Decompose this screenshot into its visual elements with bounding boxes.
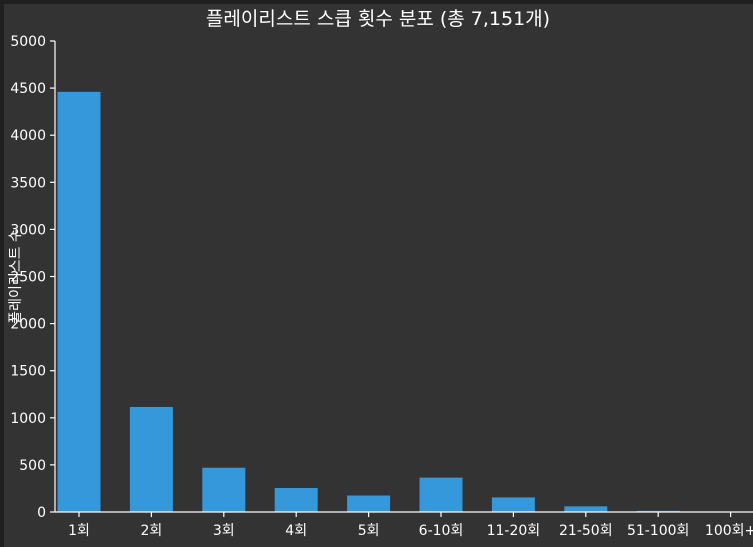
bar-1	[57, 91, 101, 513]
bar-chart: 플레이리스트 스큽 횟수 분포 (총 7,151개) 플레이리스트 수 0 500…	[8, 8, 753, 539]
x-tick-label: 5회	[358, 523, 380, 539]
x-tick-label: 3회	[213, 523, 235, 539]
y-axis-ticks: 0 500 1000 1500 2000 2500 3000 3500 4000 4500 5000	[10, 34, 55, 521]
bar-7	[491, 497, 535, 512]
x-tick-label: 4회	[285, 523, 307, 539]
y-tick-label: 5000	[10, 34, 46, 50]
x-tick-label: 51-100회	[627, 523, 689, 539]
bars-group	[57, 91, 753, 513]
x-tick-label: 1회	[68, 523, 90, 539]
y-tick-label: 500	[19, 458, 46, 474]
y-axis-label: 플레이리스트 수	[8, 229, 24, 324]
y-tick-label: 1500	[10, 364, 46, 380]
x-axis-ticks: 1회 2회 3회 4회 5회 6-10회 11-20회 21-50회 51-100회 100회+	[68, 512, 753, 539]
bar-8	[564, 506, 608, 512]
y-tick-label: 4000	[10, 128, 46, 144]
y-tick-label: 0	[37, 505, 46, 521]
bar-5	[347, 495, 391, 512]
chart-area: 플레이리스트 스큽 횟수 분포 (총 7,151개) 플레이리스트 수 0 500…	[4, 4, 753, 547]
y-tick-label: 2000	[10, 317, 46, 333]
y-tick-label: 3000	[10, 222, 46, 238]
chart-title: 플레이리스트 스큽 횟수 분포 (총 7,151개)	[206, 8, 550, 30]
bar-4	[274, 487, 318, 512]
x-tick-label: 2회	[141, 523, 163, 539]
bar-6	[419, 477, 463, 512]
x-tick-label: 100회+	[705, 523, 753, 539]
y-tick-label: 3500	[10, 175, 46, 191]
x-tick-label: 21-50회	[559, 523, 613, 539]
x-tick-label: 6-10회	[419, 523, 464, 539]
y-tick-label: 4500	[10, 81, 46, 97]
y-tick-label: 2500	[10, 270, 46, 286]
y-tick-label: 1000	[10, 411, 46, 427]
x-tick-label: 11-20회	[487, 523, 541, 539]
bar-3	[202, 467, 246, 512]
bar-2	[129, 406, 173, 512]
